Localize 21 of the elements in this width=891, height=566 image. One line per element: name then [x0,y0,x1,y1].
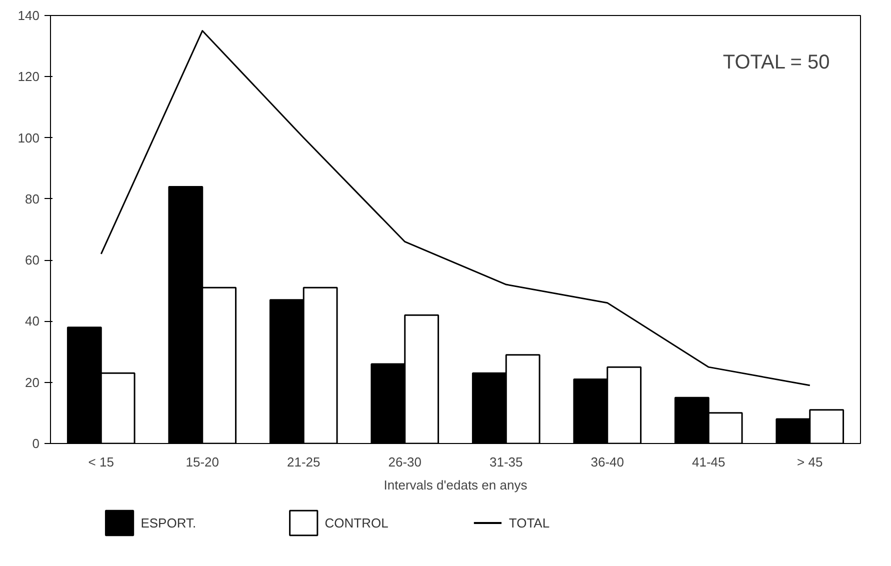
y-tick-label: 140 [18,8,40,23]
x-tick-label: 15-20 [186,454,219,470]
x-tick-label: 21-25 [287,454,320,470]
y-tick-label: 100 [18,130,40,146]
annotation: TOTAL = 50 [722,52,830,74]
y-tick-label: 120 [18,69,40,84]
x-axis-title: Intervals d'edats en anys [384,478,528,492]
x-tick-label: 36-40 [590,454,624,470]
y-tick-label: 40 [25,314,40,329]
legend-label: CONTROL [324,516,388,530]
x-tick-label: 41-45 [692,454,726,470]
y-tick-label: 60 [25,252,40,268]
x-tick-label: 26-30 [388,454,422,470]
legend-label: ESPORT. [140,516,196,530]
x-tick-label: > 45 [797,454,823,470]
legend-label: TOTAL [508,516,550,530]
x-tick-label: < 15 [88,454,114,470]
x-tick-label: 31-35 [490,454,523,470]
y-tick-label: 80 [25,191,40,206]
y-tick-label: 20 [25,374,40,390]
y-tick-label: 0 [32,436,40,451]
